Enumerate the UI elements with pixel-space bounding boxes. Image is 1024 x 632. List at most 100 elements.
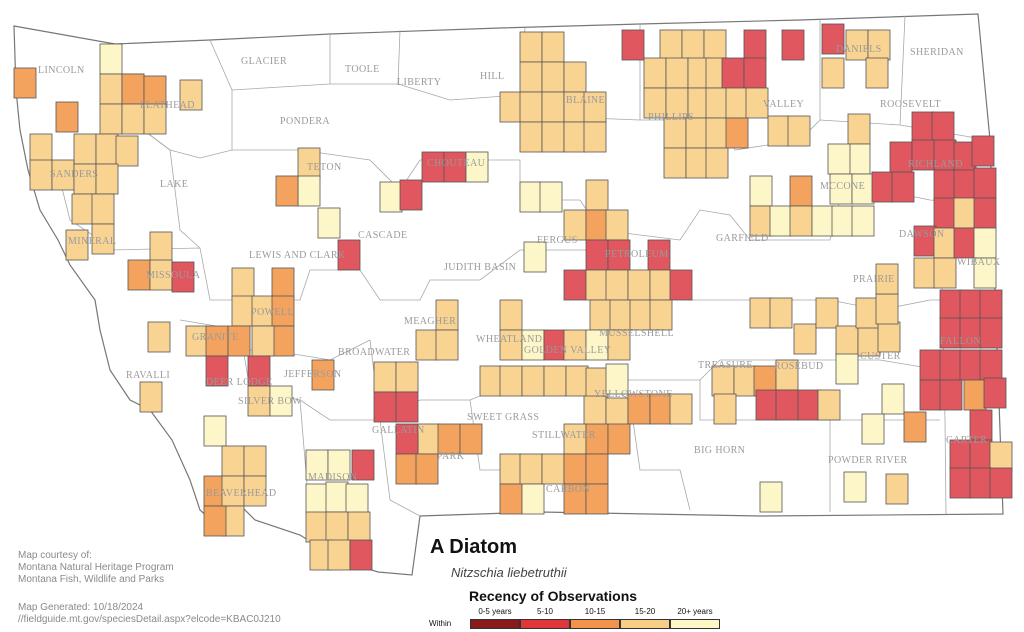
county-label: DANIELS [836, 44, 882, 55]
observation-cell [373, 361, 397, 393]
legend-item: 0-5 years [470, 606, 520, 629]
observation-cell [797, 389, 821, 421]
observation-cell [939, 289, 963, 321]
observation-cell [811, 205, 835, 237]
observation-cell [877, 321, 901, 353]
observation-cell [73, 133, 97, 165]
observation-cell [325, 481, 349, 513]
observation-cell [519, 61, 543, 93]
observation-cell [979, 317, 1003, 349]
observation-cell [71, 193, 95, 225]
observation-cell [275, 175, 299, 207]
observation-cell [99, 73, 123, 105]
observation-cell [649, 299, 673, 331]
observation-cell [743, 29, 767, 61]
observation-cell [769, 297, 793, 329]
county-label: PRAIRIE [853, 274, 895, 285]
county-label: MINERAL [68, 236, 116, 247]
county-label: POWDER RIVER [828, 455, 908, 466]
county-label: BEAVERHEAD [206, 488, 276, 499]
observation-cell [349, 539, 373, 571]
observation-cell [65, 229, 89, 261]
observation-cell [327, 449, 351, 481]
observation-cell [243, 445, 267, 477]
observation-cell [13, 67, 37, 99]
county-label: PARK [437, 451, 465, 462]
county-label: MISSOULA [146, 270, 201, 281]
observation-cell [913, 257, 937, 289]
observation-cell [933, 169, 957, 201]
county-label: DAWSON [899, 229, 945, 240]
observation-cell [203, 415, 227, 447]
observation-cell [345, 483, 369, 515]
legend-item: 20+ years [670, 606, 720, 629]
observation-cell [821, 23, 845, 55]
observation-cell [205, 355, 229, 387]
observation-cell [933, 197, 957, 229]
observation-cell [395, 453, 419, 485]
observation-cell [563, 61, 587, 93]
county-boundary [629, 399, 691, 511]
observation-cell [251, 325, 275, 357]
county-label: BROADWATER [338, 347, 410, 358]
county-label: PHILLIPS [648, 112, 694, 123]
county-label: JUDITH BASIN [444, 262, 516, 273]
observation-cell [171, 261, 195, 293]
county-label: VALLEY [763, 99, 804, 110]
observation-cell [395, 361, 419, 393]
county-label: FERGUS [537, 235, 578, 246]
observation-cell [297, 175, 321, 207]
observation-cell [179, 79, 203, 111]
observation-cell [973, 257, 997, 289]
observation-cell [519, 121, 543, 153]
observation-cell [563, 453, 587, 485]
county-label: TETON [307, 162, 342, 173]
observation-cell [629, 299, 653, 331]
observation-cell [875, 263, 899, 295]
county-label: GOLDEN VALLEY [524, 345, 611, 356]
county-label: MADISON [308, 472, 357, 483]
observation-cell [541, 31, 565, 63]
county-label: HILL [480, 71, 504, 82]
observation-cell [605, 397, 629, 429]
source-url[interactable]: //fieldguide.mt.gov/speciesDetail.aspx?e… [18, 614, 281, 625]
observation-cell [749, 297, 773, 329]
observation-cell [29, 159, 53, 191]
observation-cell [933, 257, 957, 289]
generated-date: Map Generated: 10/18/2024 [18, 602, 144, 613]
county-label: PONDERA [280, 116, 330, 127]
observation-cell [231, 267, 255, 299]
observation-cell [939, 349, 963, 381]
observation-cell [373, 391, 397, 423]
observation-cell [519, 31, 543, 63]
observation-cell [305, 483, 329, 515]
county-label: JEFFERSON [284, 369, 342, 380]
observation-cell [827, 143, 851, 175]
observation-cell [541, 61, 565, 93]
county-label: ROSEBUD [774, 361, 823, 372]
observation-cell [755, 389, 779, 421]
observation-cell [115, 135, 139, 167]
county-label: GLACIER [241, 56, 287, 67]
observation-cell [919, 379, 943, 411]
observation-cell [669, 269, 693, 301]
observation-cell [703, 29, 727, 61]
observation-cell [95, 163, 119, 195]
observation-cell [499, 91, 523, 123]
county-label: GRANITE [192, 332, 239, 343]
observation-cell [351, 449, 375, 481]
observation-cell [585, 179, 609, 211]
observation-cell [835, 353, 859, 385]
observation-cell [543, 365, 567, 397]
county-boundary [149, 134, 201, 249]
observation-cell [607, 423, 631, 455]
observation-cell [953, 169, 977, 201]
legend-item: 5-10 [520, 606, 570, 629]
observation-cell [983, 377, 1007, 409]
observation-cell [973, 227, 997, 259]
observation-cell [865, 57, 889, 89]
observation-cell [939, 379, 963, 411]
observation-cell [221, 445, 245, 477]
observation-cell [749, 175, 773, 207]
